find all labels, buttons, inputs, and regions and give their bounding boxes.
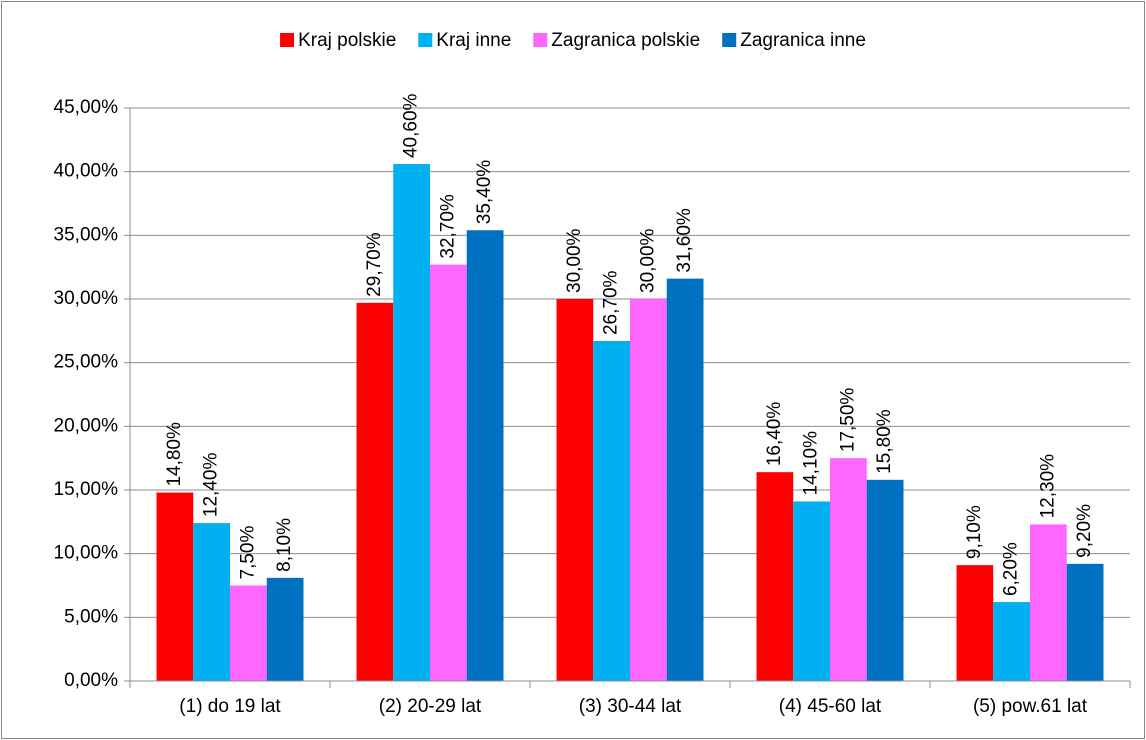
bar bbox=[230, 585, 267, 681]
bar bbox=[830, 458, 867, 681]
x-tick-label: (2) 20-29 lat bbox=[379, 696, 482, 717]
bar bbox=[756, 472, 794, 681]
bar bbox=[793, 501, 830, 681]
bar bbox=[993, 602, 1030, 681]
bar bbox=[630, 299, 667, 681]
y-tick-label: 5,00% bbox=[64, 606, 118, 627]
bar bbox=[666, 278, 704, 681]
bar bbox=[266, 577, 304, 681]
data-label: 12,30% bbox=[1037, 454, 1058, 519]
legend-swatch bbox=[280, 33, 295, 47]
bar bbox=[193, 523, 230, 681]
x-tick-label: (3) 30-44 lat bbox=[579, 696, 682, 717]
data-label: 15,80% bbox=[874, 409, 895, 474]
data-label: 12,40% bbox=[201, 453, 222, 518]
data-label: 35,40% bbox=[474, 160, 495, 225]
y-tick-label: 30,00% bbox=[54, 288, 119, 309]
bar bbox=[430, 264, 467, 681]
y-tick-label: 15,00% bbox=[54, 479, 119, 500]
x-tick-label: (5) pow.61 lat bbox=[973, 696, 1088, 717]
bar bbox=[466, 230, 504, 682]
data-label: 9,20% bbox=[1074, 504, 1095, 558]
data-label: 31,60% bbox=[674, 208, 695, 273]
bar bbox=[593, 341, 630, 681]
data-label: 32,70% bbox=[437, 194, 458, 259]
y-tick-label: 0,00% bbox=[64, 670, 118, 691]
data-label: 26,70% bbox=[601, 270, 622, 335]
y-tick-label: 45,00% bbox=[54, 97, 119, 118]
bar bbox=[556, 299, 594, 681]
data-label: 8,10% bbox=[274, 518, 295, 572]
bar bbox=[393, 164, 430, 681]
y-tick-label: 40,00% bbox=[54, 161, 119, 182]
y-tick-label: 25,00% bbox=[54, 352, 119, 373]
data-label: 29,70% bbox=[364, 232, 385, 297]
legend-label: Kraj inne bbox=[436, 30, 511, 51]
data-label: 14,10% bbox=[801, 431, 822, 496]
bar bbox=[866, 479, 904, 681]
legend-swatch bbox=[533, 33, 548, 47]
bar bbox=[956, 565, 994, 681]
legend-swatch bbox=[418, 33, 433, 47]
y-tick-label: 10,00% bbox=[54, 543, 119, 564]
data-label: 40,60% bbox=[401, 93, 422, 158]
legend-label: Zagranica inne bbox=[740, 30, 866, 51]
data-label: 16,40% bbox=[764, 402, 785, 467]
x-tick-label: (1) do 19 lat bbox=[179, 696, 281, 717]
bar bbox=[356, 302, 394, 681]
data-label: 7,50% bbox=[237, 526, 258, 580]
x-tick-label: (4) 45-60 lat bbox=[779, 696, 882, 717]
legend-label: Kraj polskie bbox=[298, 30, 396, 51]
bar bbox=[1066, 563, 1104, 681]
bar bbox=[156, 492, 194, 681]
legend-label: Zagranica polskie bbox=[551, 30, 700, 51]
legend-swatch bbox=[722, 33, 737, 47]
data-label: 30,00% bbox=[637, 228, 658, 293]
data-label: 30,00% bbox=[564, 228, 585, 293]
data-label: 6,20% bbox=[1001, 542, 1022, 596]
data-label: 17,50% bbox=[837, 388, 858, 453]
data-label: 14,80% bbox=[164, 422, 185, 487]
y-tick-label: 35,00% bbox=[54, 224, 119, 245]
data-label: 9,10% bbox=[964, 505, 985, 559]
y-tick-label: 20,00% bbox=[54, 415, 119, 436]
bar bbox=[1030, 524, 1067, 681]
